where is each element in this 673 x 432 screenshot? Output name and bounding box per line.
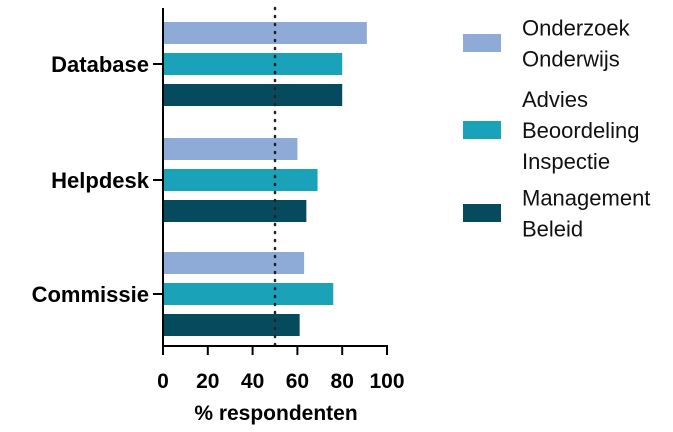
legend-label: Management Beleid [522, 186, 650, 242]
x-tick-label: 80 [331, 370, 354, 393]
bar-commissie-series-1 [163, 252, 305, 274]
x-tick-label: 100 [369, 370, 404, 393]
legend-swatch [463, 121, 501, 139]
legend-label: Advies Beoordeling Inspectie [522, 87, 639, 174]
legend-label: Onderzoek Onderwijs [522, 16, 631, 72]
legend-swatch [463, 204, 501, 222]
x-tick-label: 0 [157, 370, 169, 393]
bar-helpdesk-series-2 [163, 169, 318, 191]
legend: Onderzoek Onderwijs Advies Beoordeling Inspe… [463, 16, 650, 242]
axes-group: Database Helpdesk Commissie 0 20 40 60 80 100 [32, 8, 405, 393]
bar-database-series-3 [163, 84, 343, 106]
bar-commissie-series-3 [163, 314, 300, 336]
y-tick-label: Commissie [32, 282, 149, 307]
y-tick-label: Database [51, 52, 149, 77]
x-axis-label: % respondenten [194, 402, 357, 425]
x-tick-label: 20 [196, 370, 219, 393]
bars-group [163, 22, 367, 336]
bar-helpdesk-series-1 [163, 138, 298, 160]
y-tick-label: Helpdesk [51, 168, 150, 193]
x-tick-label: 40 [241, 370, 264, 393]
bar-commissie-series-2 [163, 283, 334, 305]
bar-helpdesk-series-3 [163, 200, 307, 222]
bar-database-series-1 [163, 22, 367, 44]
legend-swatch [463, 34, 501, 52]
x-tick-label: 60 [286, 370, 309, 393]
bar-database-series-2 [163, 53, 343, 75]
